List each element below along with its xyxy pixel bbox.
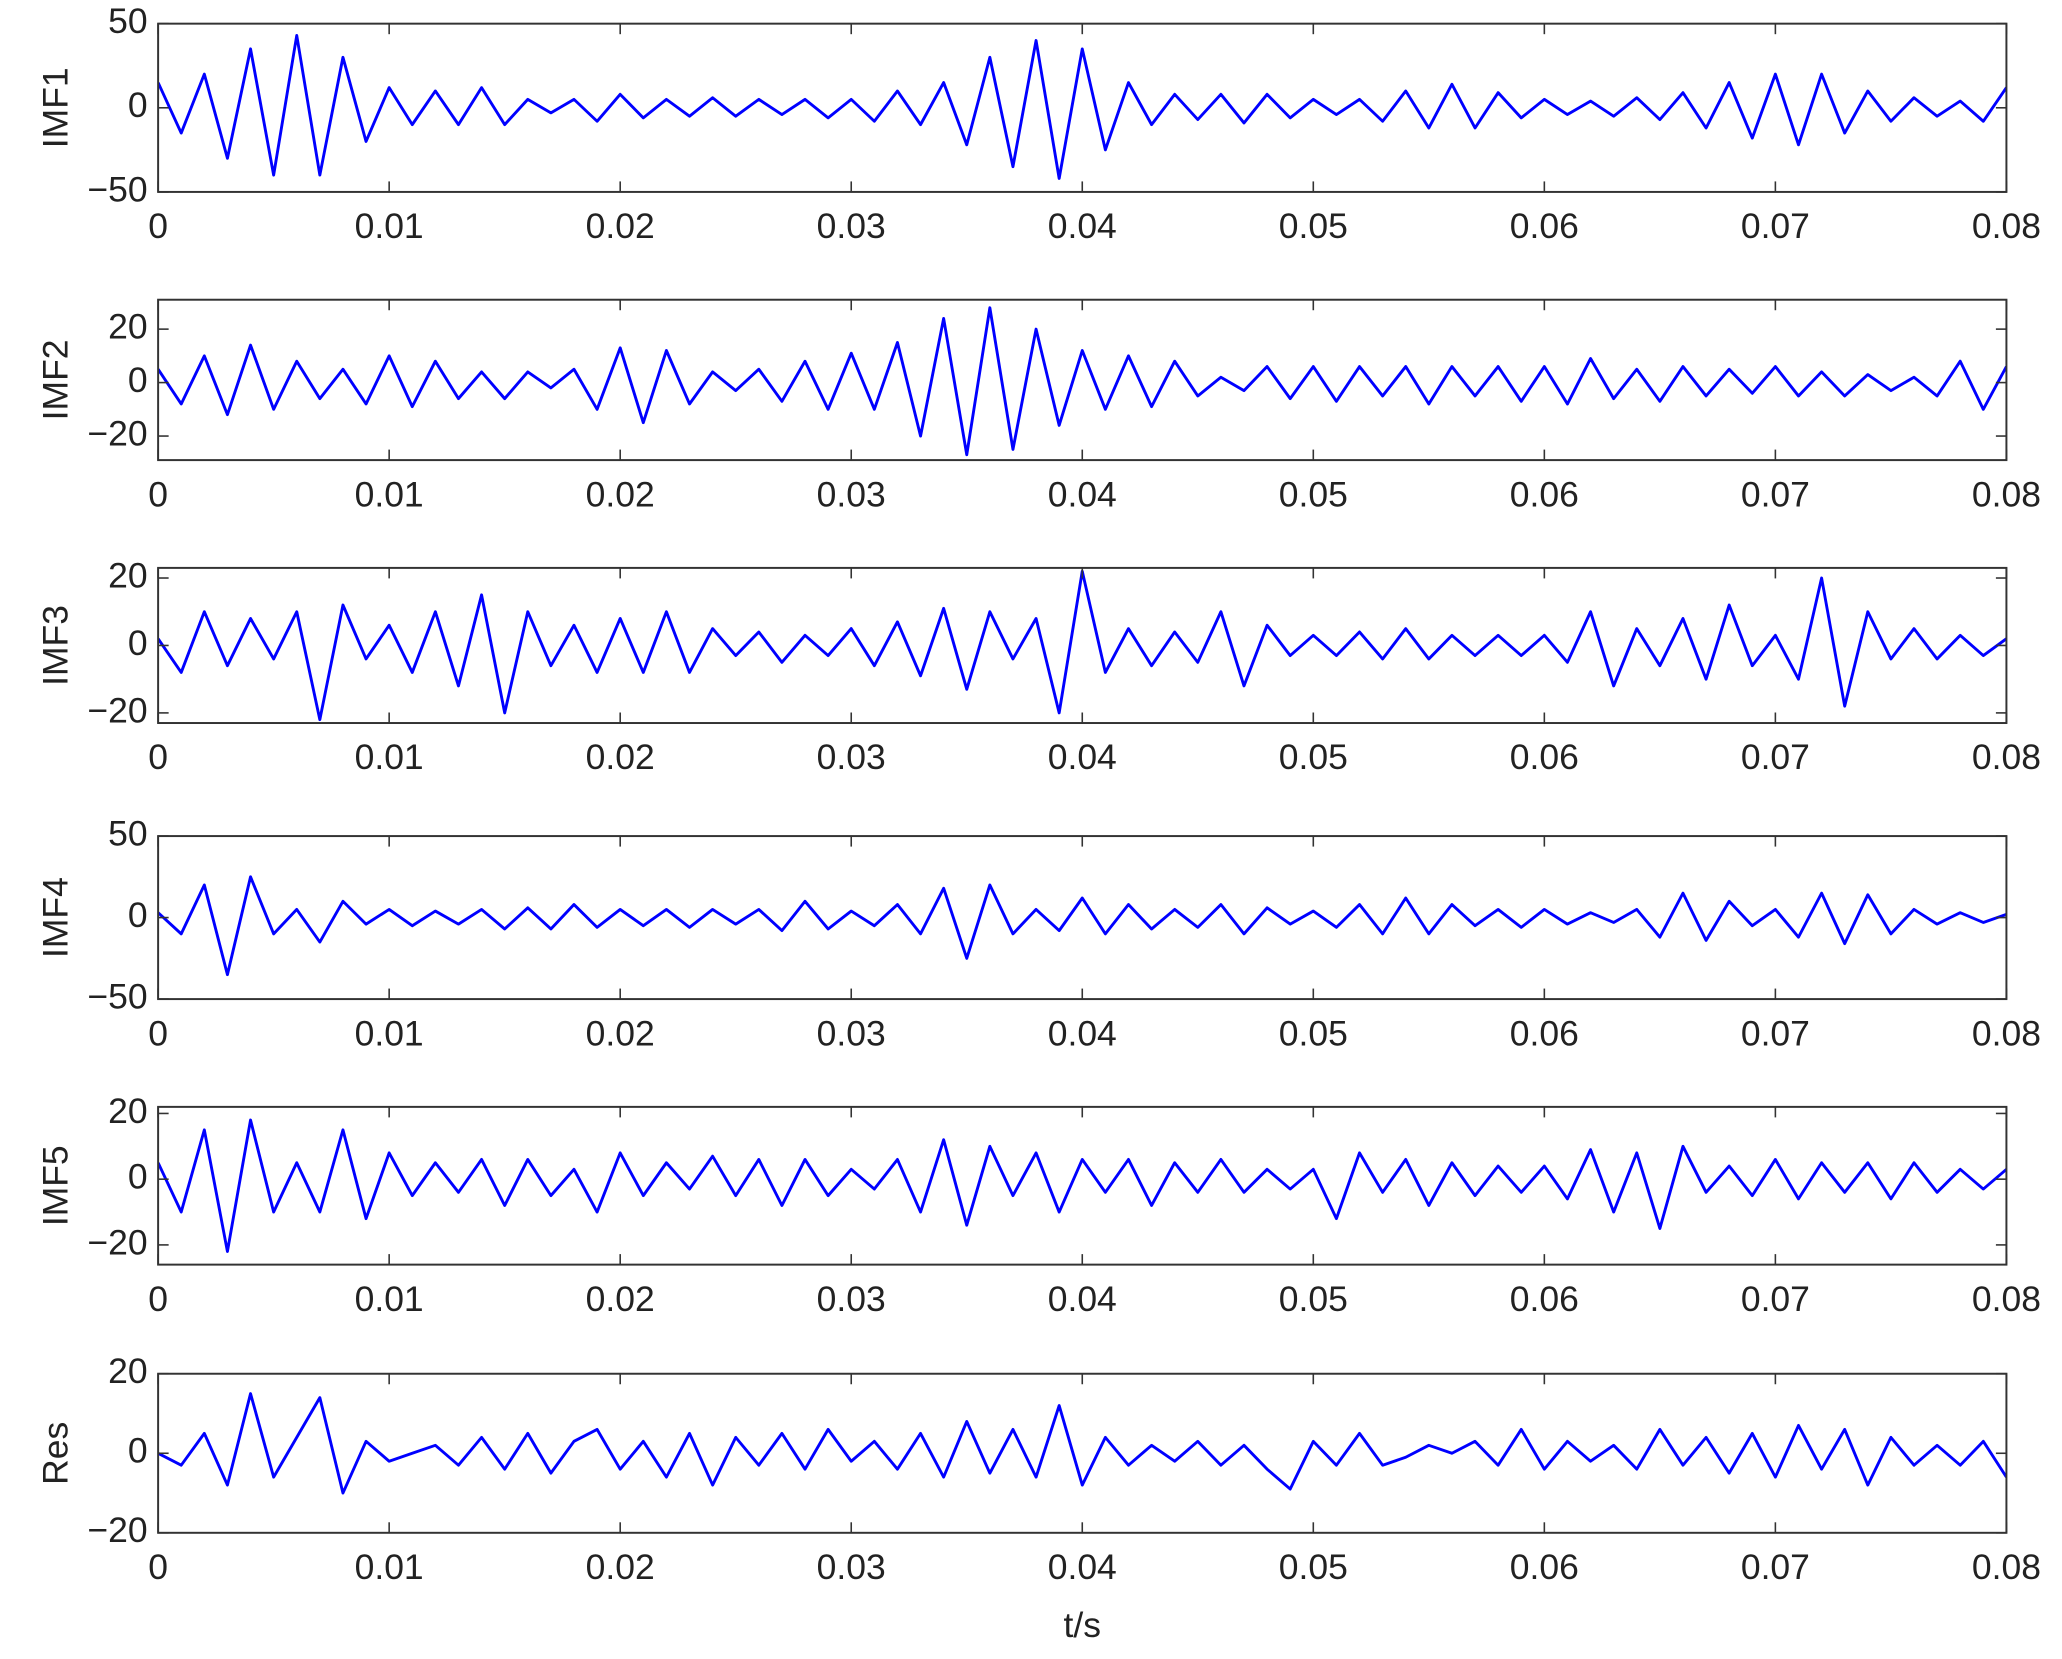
signal-line — [158, 306, 2007, 457]
x-tick-label: 0.06 — [1510, 1547, 1579, 1587]
x-tick-label: 0.06 — [1510, 206, 1579, 246]
x-tick-label: 0 — [148, 206, 168, 246]
y-tick-label: −50 — [87, 169, 147, 209]
x-tick-label: 0.04 — [1048, 1547, 1117, 1587]
axes-frame — [157, 298, 2008, 462]
axes-frame — [157, 835, 2008, 1001]
y-tick-label: 20 — [108, 307, 147, 347]
x-tick-label: 0.03 — [817, 1013, 886, 1053]
x-tick-label: 0.07 — [1741, 1013, 1810, 1053]
x-tick-label: 0 — [148, 1013, 168, 1053]
x-tick-label: 0.08 — [1972, 474, 2041, 514]
x-tick-label: 0.04 — [1048, 737, 1117, 777]
x-tick-label: 0.07 — [1741, 1547, 1810, 1587]
x-tick-label: 0.04 — [1048, 206, 1117, 246]
x-tick-label: 0.07 — [1741, 474, 1810, 514]
y-tick-label: 0 — [128, 895, 148, 935]
signal-line — [158, 875, 2007, 977]
y-axis-label: IMF2 — [36, 339, 76, 420]
x-tick-label: 0.07 — [1741, 737, 1810, 777]
y-tick-label: 0 — [128, 623, 148, 663]
y-tick-label: 20 — [108, 555, 147, 595]
x-axis-label: t/s — [1064, 1605, 1101, 1645]
x-tick-label: 0.02 — [586, 474, 655, 514]
x-tick-label: 0.05 — [1279, 1279, 1348, 1319]
y-axis-label: Res — [36, 1422, 76, 1485]
y-axis-label: IMF3 — [36, 605, 76, 686]
x-tick-label: 0.01 — [355, 737, 424, 777]
x-tick-label: 0.08 — [1972, 1279, 2041, 1319]
y-tick-label: 50 — [108, 1, 147, 41]
x-tick-label: 0.08 — [1972, 737, 2041, 777]
x-tick-label: 0.02 — [586, 1279, 655, 1319]
axes-frame — [157, 1372, 2008, 1534]
x-tick-label: 0.01 — [355, 1013, 424, 1053]
x-tick-label: 0.02 — [586, 206, 655, 246]
axes-frame — [157, 1105, 2008, 1266]
y-tick-label: 50 — [108, 813, 147, 853]
y-tick-label: −20 — [87, 413, 147, 453]
y-tick-label: −20 — [87, 1222, 147, 1262]
signal-line — [158, 569, 2007, 722]
signal-line — [158, 1118, 2007, 1253]
y-tick-label: 20 — [108, 1091, 147, 1131]
x-tick-label: 0.06 — [1510, 1013, 1579, 1053]
x-tick-label: 0.01 — [355, 474, 424, 514]
y-axis-label: IMF1 — [36, 67, 76, 148]
signal-line — [158, 1392, 2007, 1495]
y-tick-label: −50 — [87, 976, 147, 1016]
x-tick-label: 0.03 — [817, 737, 886, 777]
axes-frame — [157, 566, 2008, 725]
x-tick-label: 0.05 — [1279, 206, 1348, 246]
x-tick-label: 0.02 — [586, 1547, 655, 1587]
x-tick-label: 0.04 — [1048, 474, 1117, 514]
x-tick-label: 0.06 — [1510, 474, 1579, 514]
x-tick-label: 0.02 — [586, 1013, 655, 1053]
x-tick-label: 0.03 — [817, 206, 886, 246]
y-tick-label: 0 — [128, 85, 148, 125]
y-tick-label: −20 — [87, 1510, 147, 1550]
y-axis-label: IMF4 — [36, 877, 76, 958]
x-tick-label: 0.01 — [355, 1547, 424, 1587]
x-tick-label: 0 — [148, 474, 168, 514]
x-tick-label: 0.05 — [1279, 1547, 1348, 1587]
x-tick-label: 0.07 — [1741, 1279, 1810, 1319]
x-tick-label: 0.08 — [1972, 206, 2041, 246]
x-tick-label: 0.03 — [817, 1279, 886, 1319]
y-tick-label: 0 — [128, 1157, 148, 1197]
x-tick-label: 0.05 — [1279, 1013, 1348, 1053]
x-tick-label: 0.01 — [355, 1279, 424, 1319]
y-tick-label: 0 — [128, 1431, 148, 1471]
x-tick-label: 0.03 — [817, 474, 886, 514]
signal-line — [158, 33, 2007, 180]
y-tick-label: 20 — [108, 1351, 147, 1391]
x-tick-label: 0.06 — [1510, 737, 1579, 777]
y-tick-label: 0 — [128, 360, 148, 400]
x-tick-label: 0 — [148, 737, 168, 777]
x-tick-label: 0.04 — [1048, 1279, 1117, 1319]
x-tick-label: 0.05 — [1279, 737, 1348, 777]
x-tick-label: 0.04 — [1048, 1013, 1117, 1053]
x-tick-label: 0.05 — [1279, 474, 1348, 514]
x-tick-label: 0 — [148, 1279, 168, 1319]
x-tick-label: 0 — [148, 1547, 168, 1587]
x-tick-label: 0.03 — [817, 1547, 886, 1587]
y-axis-label: IMF5 — [36, 1145, 76, 1226]
x-tick-label: 0.08 — [1972, 1013, 2041, 1053]
x-tick-label: 0.08 — [1972, 1547, 2041, 1587]
x-tick-label: 0.02 — [586, 737, 655, 777]
x-tick-label: 0.01 — [355, 206, 424, 246]
y-tick-label: −20 — [87, 690, 147, 730]
x-tick-label: 0.07 — [1741, 206, 1810, 246]
x-tick-label: 0.06 — [1510, 1279, 1579, 1319]
